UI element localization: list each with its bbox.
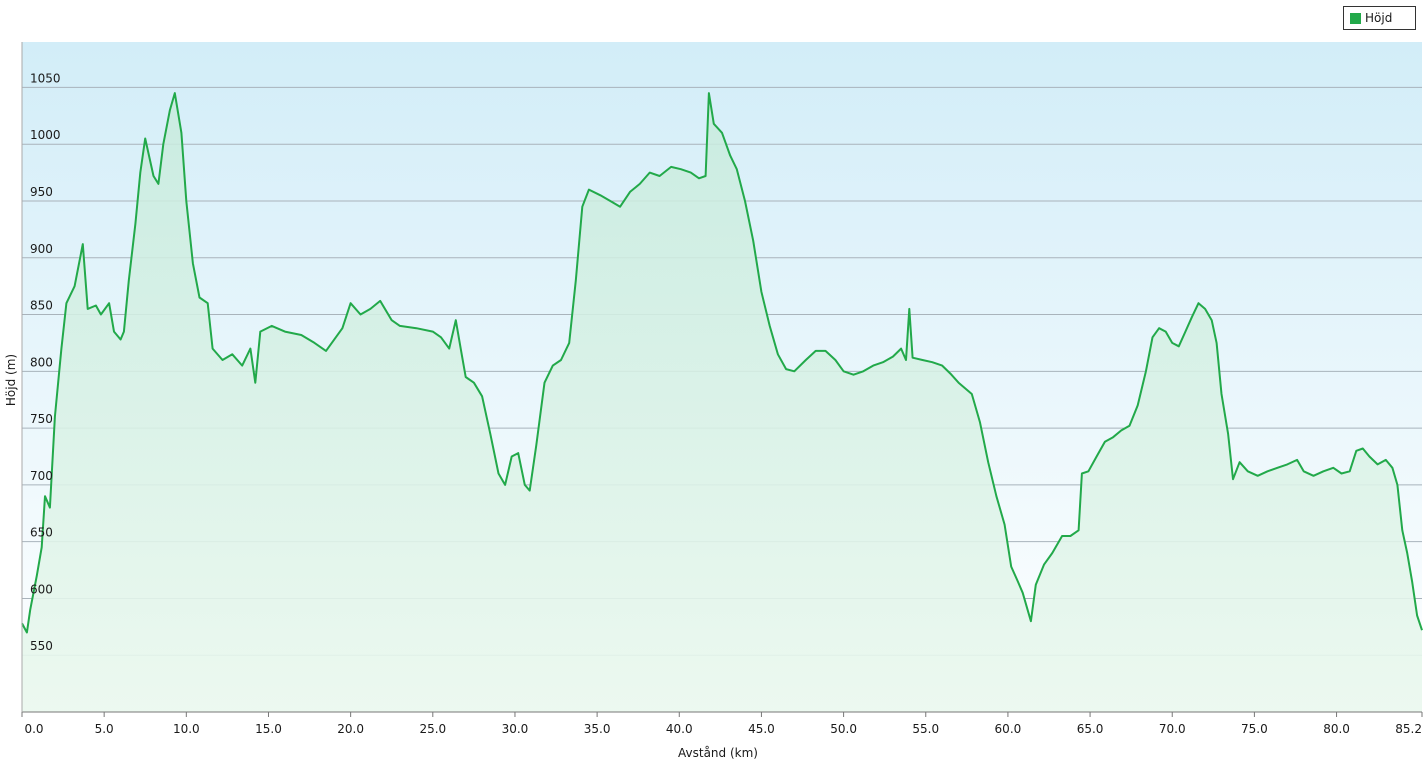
x-tick-label: 15.0 — [255, 722, 282, 736]
x-tick-label: 20.0 — [337, 722, 364, 736]
x-tick-label: 0.0 — [24, 722, 43, 736]
x-tick-label: 35.0 — [584, 722, 611, 736]
y-tick-label: 1050 — [30, 71, 61, 85]
series-line-0 — [21, 92, 1423, 634]
legend: Höjd — [1343, 6, 1416, 30]
x-tick-label: 80.0 — [1323, 722, 1350, 736]
x-tick-label: 5.0 — [95, 722, 114, 736]
y-tick-label: 1000 — [30, 128, 61, 142]
x-tick-label: 55.0 — [912, 722, 939, 736]
x-tick-label: 10.0 — [173, 722, 200, 736]
y-tick-label: 850 — [30, 299, 53, 313]
y-tick-label: 750 — [30, 412, 53, 426]
legend-label: Höjd — [1365, 11, 1393, 25]
y-tick-label: 900 — [30, 242, 53, 256]
x-tick-label: 65.0 — [1077, 722, 1104, 736]
x-tick-label: 30.0 — [502, 722, 529, 736]
series-area-fill — [22, 93, 1422, 713]
x-tick-label: 40.0 — [666, 722, 693, 736]
y-tick-label: 650 — [30, 526, 53, 540]
legend-swatch — [1350, 12, 1361, 24]
x-tick-label: 60.0 — [995, 722, 1022, 736]
y-tick-label: 800 — [30, 355, 53, 369]
x-tick-label: 45.0 — [748, 722, 775, 736]
y-tick-label: 950 — [30, 185, 53, 199]
series-area — [21, 92, 1423, 713]
x-axis-ticks: 0.0 5.0 10.0 15.0 20.0 25.0 30.0 35.0 40.0 45.0 50… — [21, 712, 1423, 736]
x-tick-label: 75.0 — [1241, 722, 1268, 736]
y-axis-title: Höjd (m) — [4, 354, 18, 406]
x-tick-label: 70.0 — [1159, 722, 1186, 736]
y-tick-label: 600 — [30, 582, 53, 596]
x-tick-label: 85.2 — [1395, 722, 1422, 736]
y-axis-ticks: 550 600 650 700 750 800 850 900 950 1000 1050 — [30, 71, 61, 653]
y-tick-label: 700 — [30, 469, 53, 483]
x-tick-label: 25.0 — [419, 722, 446, 736]
x-tick-label: 50.0 — [830, 722, 857, 736]
y-tick-label: 550 — [30, 639, 53, 653]
x-axis-title: Avstånd (km) — [678, 746, 758, 760]
